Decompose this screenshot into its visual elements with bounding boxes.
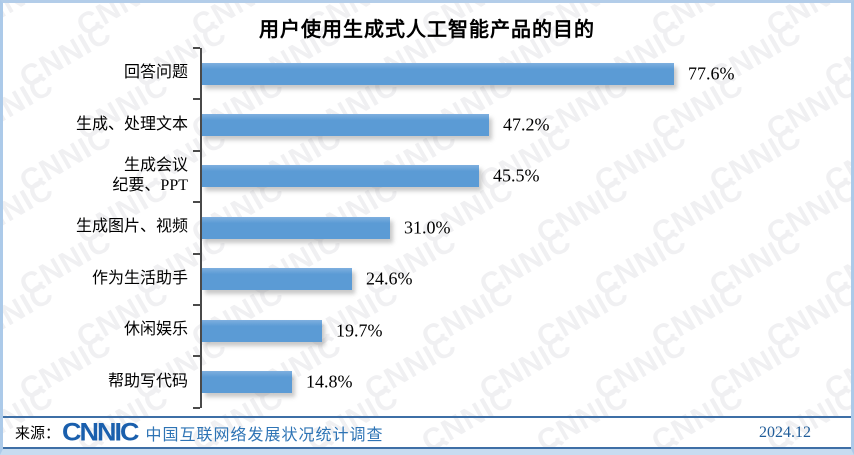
report-date: 2024.12	[759, 423, 811, 441]
bar	[202, 62, 674, 85]
value-label: 19.7%	[336, 320, 383, 341]
bar	[202, 114, 489, 137]
value-label: 47.2%	[503, 114, 550, 135]
plot-area: 24.6%	[193, 252, 851, 305]
plot-area: 14.8%	[193, 355, 851, 410]
bar	[202, 371, 292, 394]
category-label: 生成会议 纪要、PPT	[112, 156, 188, 195]
value-label: 24.6%	[366, 268, 413, 289]
chart-row: 回答问题 77.6%	[30, 46, 851, 100]
value-label: 31.0%	[404, 217, 451, 238]
source-footer: 来源： CNNIC 中国互联网络发展状况统计调查 2024.12	[3, 416, 851, 449]
chart-title: 用户使用生成式人工智能产品的目的	[259, 19, 595, 41]
value-label: 77.6%	[688, 63, 735, 84]
bar	[202, 319, 322, 342]
bar	[202, 165, 479, 188]
category-label: 作为生活助手	[91, 269, 188, 287]
plot-area: 47.2%	[193, 98, 851, 151]
source-label: 来源：	[15, 426, 61, 442]
category-label: 休闲娱乐	[123, 321, 188, 339]
category-label: 生成图片、视频	[75, 218, 188, 236]
chart-row: 生成会议 纪要、PPT 45.5%	[30, 149, 851, 203]
bar	[202, 216, 390, 239]
category-label: 生成、处理文本	[75, 115, 188, 133]
chart-row: 帮助写代码 14.8%	[30, 355, 851, 410]
plot-area: 19.7%	[193, 303, 851, 357]
value-label: 45.5%	[493, 165, 540, 186]
bar	[202, 268, 352, 291]
chart-row: 生成、处理文本 47.2%	[30, 98, 851, 151]
value-label: 14.8%	[306, 371, 353, 392]
chart-row: 作为生活助手 24.6%	[30, 252, 851, 305]
bar-chart: 回答问题 77.6% 生成、处理文本 47.2% 生成会议 纪要、PPT 45.5% 生成图…	[30, 46, 851, 410]
category-label: 帮助写代码	[107, 372, 188, 390]
survey-name: 中国互联网络发展状况统计调查	[145, 426, 384, 444]
category-label: 回答问题	[123, 64, 188, 82]
cnnic-logo: CNNIC	[62, 418, 139, 446]
plot-area: 45.5%	[193, 149, 851, 203]
chart-row: 休闲娱乐 19.7%	[30, 303, 851, 357]
plot-area: 77.6%	[193, 46, 851, 100]
plot-area: 31.0%	[193, 201, 851, 254]
chart-row: 生成图片、视频 31.0%	[30, 201, 851, 254]
chart-area: 用户使用生成式人工智能产品的目的 回答问题 77.6% 生成、处理文本 47.2% 生成…	[3, 16, 851, 410]
